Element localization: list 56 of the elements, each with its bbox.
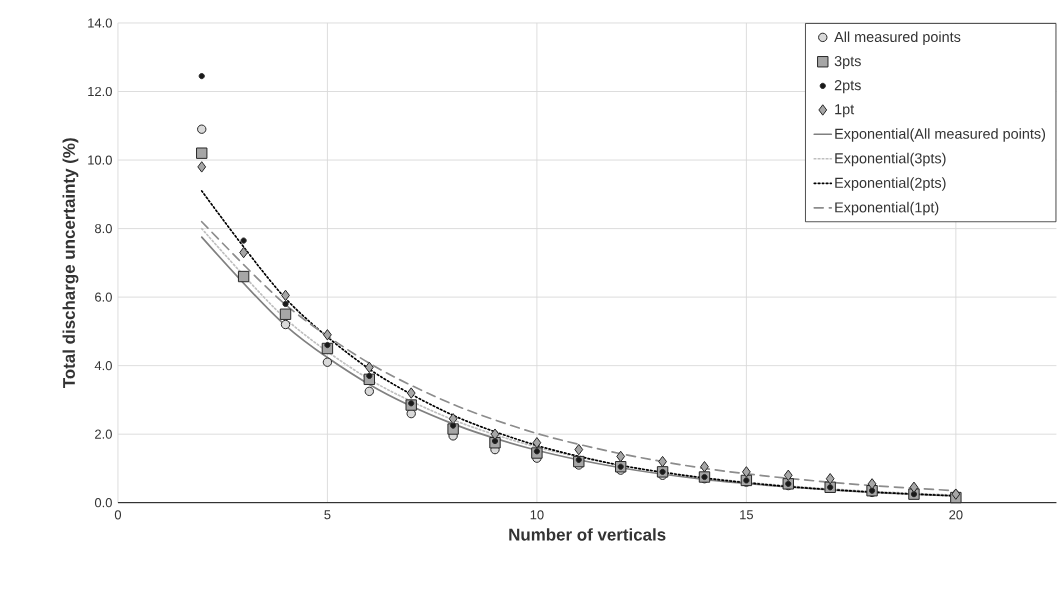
point (575, 456, 582, 464)
point (282, 301, 289, 308)
legend-label: 2pts (834, 80, 861, 94)
legend-label: Exponential(2pts) (835, 177, 946, 191)
point (197, 161, 207, 173)
y-axis-title: Total discharge uncertainty (%) (62, 138, 79, 389)
point (279, 308, 292, 321)
x-axis-title: Number of verticals (509, 528, 666, 541)
point (323, 329, 332, 341)
point (532, 437, 542, 449)
y-tick-label: 6.0 (95, 292, 112, 302)
point (616, 450, 626, 463)
y-tick-label: 10.0 (88, 155, 112, 165)
y-tick-label: 8.0 (94, 224, 112, 234)
legend-label: Exponential(1pt) (835, 202, 939, 216)
y-tick-label: 4.0 (94, 361, 112, 371)
point (574, 444, 584, 456)
point (324, 342, 331, 349)
point (406, 387, 416, 399)
point (450, 422, 457, 429)
point (490, 428, 500, 441)
point (909, 481, 919, 494)
x-tick-label: 20 (949, 510, 963, 520)
point (700, 461, 709, 473)
legend-label: 3pts (834, 56, 861, 70)
point (198, 73, 205, 80)
y-tick-label: 2.0 (95, 429, 112, 439)
point (533, 448, 540, 455)
point (280, 320, 291, 330)
legend-label: Exponential(3pts) (835, 152, 946, 167)
point (364, 361, 374, 374)
point (448, 413, 458, 425)
point (366, 372, 373, 380)
x-tick-label: 10 (530, 510, 544, 520)
x-tick-label: 5 (324, 510, 331, 520)
x-tick-label: 0 (114, 510, 122, 520)
point (408, 400, 415, 407)
point (951, 488, 961, 501)
point (237, 271, 250, 283)
point (196, 147, 208, 160)
point (239, 247, 249, 259)
legend-label: 1pt (835, 104, 855, 118)
point (364, 386, 375, 397)
point (240, 237, 247, 244)
point (197, 124, 207, 135)
point (783, 469, 793, 482)
point (658, 456, 667, 468)
y-tick-label: 0.0 (94, 498, 112, 508)
point (741, 466, 751, 478)
x-tick-label: 15 (740, 510, 754, 520)
legend-label: Exponential(All measured points) (835, 128, 1046, 142)
point (322, 357, 333, 368)
y-tick-label: 12.0 (88, 87, 112, 97)
legend-label: All measured points (834, 31, 961, 46)
y-tick-label: 14.0 (88, 18, 112, 28)
point (825, 473, 835, 485)
